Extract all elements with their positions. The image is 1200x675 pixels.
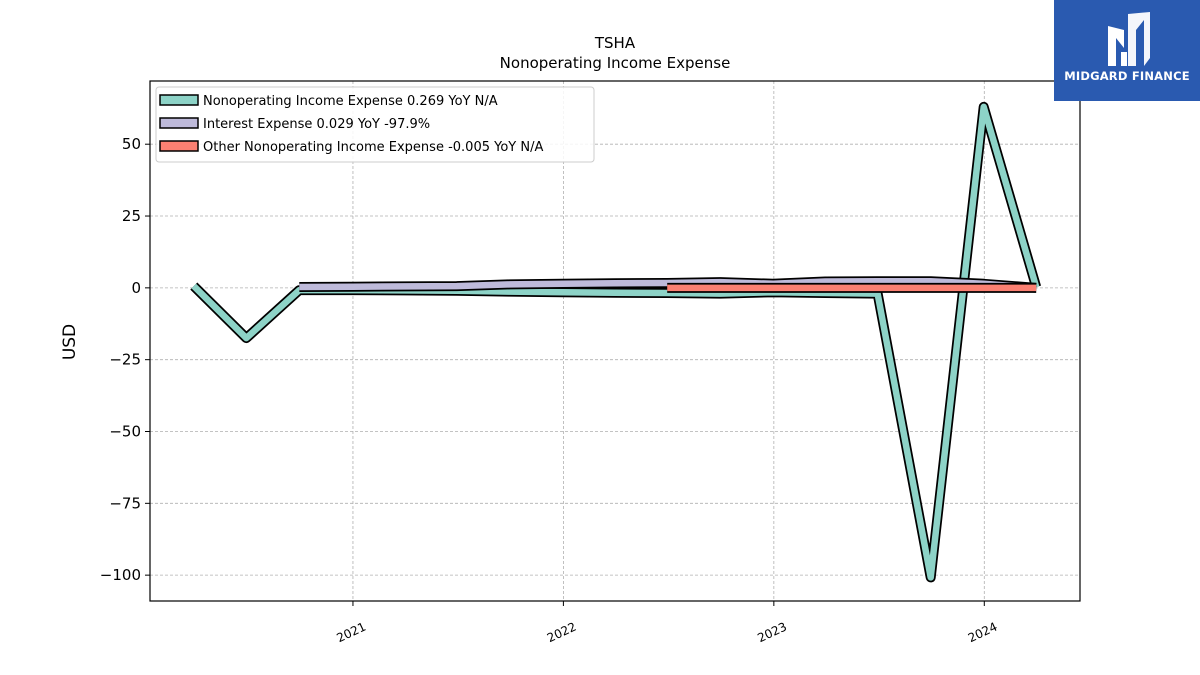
legend-swatch	[159, 117, 199, 129]
series-layer	[190, 101, 1042, 583]
legend-box	[155, 86, 595, 163]
y-axis-label: USD	[60, 324, 80, 360]
chart-title: TSHA	[594, 34, 636, 52]
legend-label: Other Nonoperating Income Expense -0.005…	[203, 140, 543, 155]
y-tick-label: 25	[122, 207, 141, 225]
chart-subtitle: Nonoperating Income Expense	[500, 54, 731, 72]
axis-layer: 50 25 0 −25 −50 −75 −100 2021 2022 2023 2024	[100, 135, 1000, 645]
y-tick-label: −50	[109, 422, 141, 440]
y-tick-label: −100	[100, 566, 141, 584]
legend-swatch	[159, 94, 199, 106]
x-tick-label: 2022	[545, 620, 579, 646]
midgard-logo-icon	[1108, 12, 1150, 66]
series-line	[191, 103, 1040, 581]
series-1	[190, 101, 1042, 583]
x-tick-label: 2021	[334, 620, 368, 646]
plot-frame	[149, 80, 1081, 602]
x-tick-label: 2023	[755, 620, 789, 646]
series-line-outline	[190, 101, 1042, 583]
legend: Nonoperating Income Expense 0.269 YoY N/…	[155, 86, 595, 163]
legend-label: Nonoperating Income Expense 0.269 YoY N/…	[203, 94, 498, 109]
y-tick-label: 50	[122, 135, 141, 153]
legend-swatch	[159, 140, 199, 152]
y-tick-label: −25	[109, 351, 141, 369]
x-tick-label: 2024	[966, 620, 1000, 646]
legend-label: Interest Expense 0.029 YoY -97.9%	[203, 117, 430, 132]
midgard-finance-logo: MIDGARD FINANCE	[1054, 0, 1200, 101]
y-tick-label: 0	[131, 279, 141, 297]
y-tick-label: −75	[109, 494, 141, 512]
logo-text: MIDGARD FINANCE	[1064, 69, 1190, 83]
